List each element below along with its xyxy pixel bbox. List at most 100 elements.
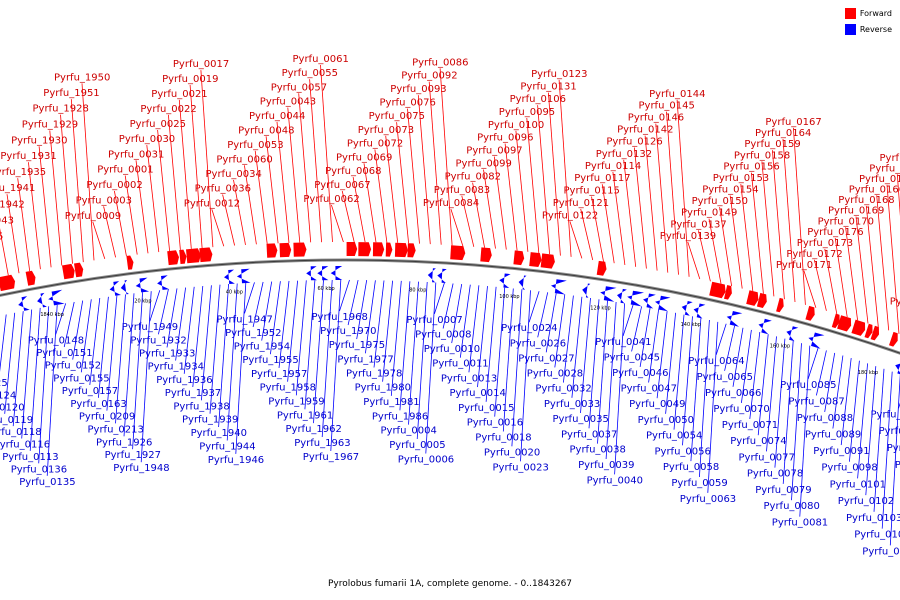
reverse-gene-label: Pyrfu_0110 [895, 460, 900, 471]
reverse-gene-19 [109, 281, 121, 296]
reverse-gene-35 [330, 266, 343, 280]
forward-gene-53 [596, 260, 607, 276]
forward-leader-73 [644, 135, 658, 271]
reverse-gene-label: Pyrfu_0079 [755, 485, 811, 496]
forward-gene-label: Pyrfu_0114 [585, 161, 641, 172]
forward-gene-24 [167, 250, 179, 266]
forward-gene-label: Pyrfu_0030 [119, 134, 175, 145]
reverse-gene-57 [643, 293, 656, 309]
reverse-leader-79 [545, 293, 557, 353]
forward-leader-63 [537, 105, 550, 255]
reverse-leader-32 [140, 291, 152, 463]
reverse-leader-27 [98, 296, 109, 398]
tick-label: 160 kbp [770, 344, 790, 350]
reverse-leader-26 [89, 297, 101, 386]
reverse-leader-88 [622, 304, 634, 337]
forward-leader-44 [331, 204, 344, 243]
reverse-leader-28 [106, 295, 118, 411]
reverse-gene-label: Pyrfu_0163 [70, 399, 126, 410]
reverse-leader-52 [313, 280, 324, 424]
forward-gene-label: Pyrfu_0082 [445, 172, 501, 183]
forward-gene-label: Pyrfu_0153 [713, 173, 769, 184]
forward-leader-72 [634, 147, 647, 269]
forward-gene-label: Pyrfu_0053 [227, 140, 283, 151]
reverse-gene-label: Pyrfu_0007 [406, 315, 462, 326]
reverse-gene-label: Pyrfu_0155 [53, 373, 109, 384]
forward-leader-37 [254, 150, 268, 244]
forward-leader-64 [548, 92, 561, 256]
forward-leader-81 [729, 195, 743, 289]
forward-gene-50 [540, 253, 555, 269]
legend-label-reverse: Reverse [859, 25, 892, 34]
forward-leader-13 [0, 228, 9, 276]
tick-label: 40 kbp [226, 290, 243, 296]
forward-gene-12 [0, 274, 15, 292]
forward-leader-50 [396, 122, 409, 244]
forward-gene-61 [709, 281, 726, 299]
forward-gene-14 [25, 270, 36, 286]
reverse-leader-112 [824, 352, 836, 412]
genome-caption: Pyrolobus fumarii 1A, complete genome. -… [327, 579, 573, 589]
reverse-leader-93 [665, 312, 676, 414]
forward-leader-26 [135, 160, 149, 254]
reverse-gene-label: Pyrfu_0066 [705, 388, 761, 399]
reverse-gene-label: Pyrfu_0014 [450, 388, 506, 399]
forward-gene-label: Pyrfu_0076 [380, 98, 436, 109]
forward-gene-label: Pyrfu_0146 [628, 113, 684, 124]
forward-gene-62 [724, 285, 732, 300]
reverse-gene-label: Pyrfu_0113 [2, 452, 58, 463]
gene-features [0, 242, 900, 375]
reverse-gene-label: Pyrfu_0027 [518, 353, 574, 364]
reverse-leader-118 [873, 368, 885, 512]
reverse-leader-46 [261, 281, 273, 341]
forward-gene-label: Pyrfu_0086 [412, 57, 468, 68]
reverse-leader-70 [468, 285, 480, 373]
reverse-gene-label: Pyrfu_0026 [510, 338, 566, 349]
reverse-leader-115 [849, 360, 860, 462]
reverse-leader-33 [149, 290, 161, 322]
reverse-gene-23 [157, 275, 170, 290]
forward-gene-label: Pyrfu_0069 [336, 152, 392, 163]
forward-leader-22 [92, 221, 106, 260]
forward-leader-27 [146, 145, 160, 253]
reverse-gene-label: Pyrfu_0103 [846, 513, 900, 524]
forward-leader-49 [385, 135, 399, 243]
forward-leader-40 [287, 107, 301, 243]
reverse-gene-label: Pyrfu_0074 [730, 436, 786, 447]
forward-gene-label: Pyrfu_1951 [43, 88, 99, 99]
reverse-leader-85 [597, 300, 608, 444]
forward-gene-label: Pyrfu_1929 [22, 120, 78, 131]
forward-gene-label: Pyrfu_0062 [303, 194, 359, 205]
reverse-gene-label: Pyrfu_1963 [294, 438, 350, 449]
reverse-gene-label: Pyrfu_0054 [646, 431, 702, 442]
reverse-leader-109 [799, 345, 811, 517]
forward-gene-label: Pyrfu_0055 [282, 68, 338, 79]
forward-gene-label: Pyrfu_0172 [786, 249, 842, 260]
forward-gene-21 [126, 255, 134, 270]
genome-backbone-core [0, 259, 900, 354]
forward-gene-label: Pyrfu_0154 [702, 185, 758, 196]
forward-gene-73 [851, 319, 866, 336]
forward-leader-79 [708, 218, 722, 284]
forward-gene-label: Pyrfu_0165 [859, 174, 900, 185]
reverse-leader-82 [571, 296, 583, 398]
forward-leader-83 [751, 172, 764, 294]
forward-leader-92 [845, 227, 858, 321]
reverse-gene-label: Pyrfu_1932 [130, 335, 186, 346]
forward-gene-label: Pyrfu_0097 [466, 146, 522, 157]
reverse-leader-57 [356, 280, 368, 340]
reverse-gene-label: Pyrfu_1959 [268, 396, 324, 407]
reverse-leader-77 [528, 291, 540, 323]
reverse-leader-56 [347, 280, 359, 326]
reverse-leader-15 [0, 314, 7, 372]
reverse-leader-22 [55, 303, 67, 335]
reverse-gene-label: Pyrfu_1938 [173, 401, 229, 412]
reverse-gene-label: Pyrfu_0148 [28, 335, 84, 346]
reverse-leader-18 [21, 309, 33, 439]
tick-label: 60 kbp [317, 286, 334, 292]
reverse-gene-label: Pyrfu_0010 [424, 344, 480, 355]
forward-leader-76 [676, 99, 690, 277]
forward-gene-label: Pyrfu_0100 [488, 120, 544, 131]
reverse-gene-label: Pyrfu_0058 [663, 462, 719, 473]
